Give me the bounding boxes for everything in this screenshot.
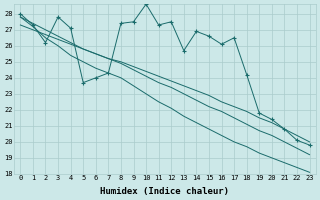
X-axis label: Humidex (Indice chaleur): Humidex (Indice chaleur) [100, 187, 229, 196]
